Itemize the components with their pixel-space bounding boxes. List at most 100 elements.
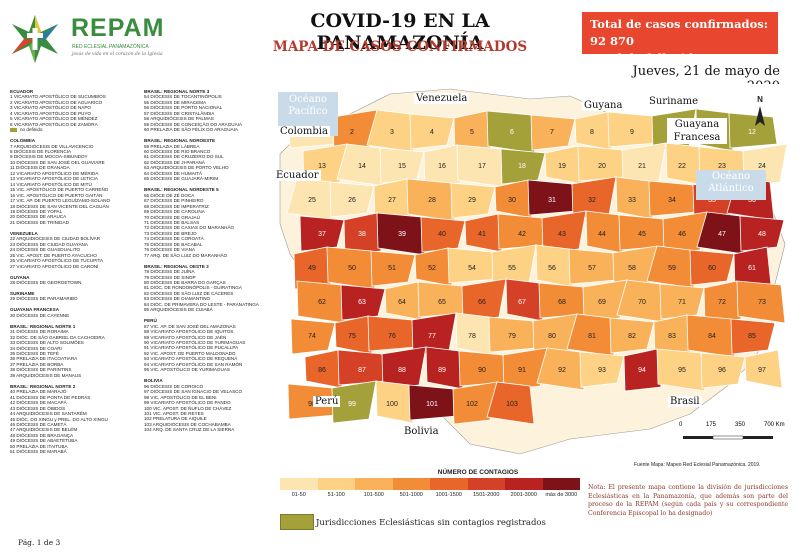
jurisdiction-number-label: 59 xyxy=(668,265,676,272)
legend-text: 73 DIÓCESIS DE BREJO xyxy=(144,230,197,236)
legend-jurisdiction-item: 43 DIÓCESIS DE ÓBIDOS xyxy=(10,406,142,411)
jurisdiction-number-label: 34 xyxy=(668,197,676,204)
legend-text: 1 VICARIATO APOSTÓLICO DE SUCUMBÍOS xyxy=(10,94,106,100)
legend-jurisdiction-item: 49 DIÓCESIS DE ABAETETUBA xyxy=(10,438,142,443)
legend-text: 24 DIÓCESIS DE GUASDUALITO xyxy=(10,247,81,253)
legend-text: 9 DIÓCESIS DE MOCOA-SIBUNDOY xyxy=(10,154,88,160)
legend-text: 2 VICARIATO APOSTÓLICO DE AGUARICO xyxy=(10,99,103,105)
legend-text: 7 ARQUIDIÓCESIS DE VILLAVICENCIO xyxy=(10,143,94,149)
legend-text: 74 DIÓCESIS DE COROATÁ xyxy=(144,236,204,242)
legend-text: 102 PRELATURA DE AIQUILE xyxy=(144,416,207,422)
jurisdiction-region xyxy=(420,216,466,253)
legend-text: 12 VICARIATO APOSTÓLICO DE MÉRIDA xyxy=(10,170,99,176)
jurisdiction-number-label: 79 xyxy=(508,333,516,340)
jurisdiction-number-label: 37 xyxy=(318,231,326,238)
label-colombia: Colombia xyxy=(278,126,330,137)
jurisdiction-number-label: 102 xyxy=(466,401,478,408)
jurisdiction-region xyxy=(689,249,735,286)
legend-text: 89 VICARIATO APOSTÓLICO DE JAÉN xyxy=(144,334,227,340)
legend-text: 92 VIC. APOST. DE PUERTO MALDONADO xyxy=(144,350,236,356)
scale-bin-label: 501-1000 xyxy=(399,492,423,498)
legend-jurisdiction-item: 78 DIÓCESIS DE JUÍNA xyxy=(144,269,272,274)
legend-text: 19 DIÓCESIS DE YOPAL xyxy=(10,209,63,215)
legend-text: BRASIL: REGIONAL NORDESTE 5 xyxy=(144,187,219,193)
contagion-scale-title: NÚMERO DE CONTAGIOS xyxy=(437,469,519,476)
jurisdiction-region xyxy=(582,279,628,323)
scale-bar xyxy=(683,435,773,440)
legend-jurisdiction-item: 26 VICARIATO APOSTÓLICO DE TUCUPITA xyxy=(10,258,142,263)
jurisdiction-region xyxy=(530,114,576,151)
legend-jurisdiction-item: 12 VICARIATO APOSTÓLICO DE MÉRIDA xyxy=(10,171,142,176)
jurisdiction-number-label: 54 xyxy=(468,265,476,272)
legend-jurisdiction-item: 74 DIÓCESIS DE COROATÁ xyxy=(144,236,272,241)
total-confirmed: Total de casos confirmados: 92 870 xyxy=(590,17,768,48)
legend-jurisdiction-item: 1 VICARIATO APOSTÓLICO DE SUCUMBÍOS xyxy=(10,94,142,99)
scale-bin: más de 3000 xyxy=(542,478,580,498)
jurisdiction-number-label: 58 xyxy=(628,265,636,272)
jurisdiction-number-label: 33 xyxy=(628,197,636,204)
jurisdiction-number-label: 19 xyxy=(558,163,566,170)
legend-text: 72 DIÓCESIS DE CAXIAS DO MARANHÃO xyxy=(144,225,235,231)
legend-jurisdiction-item: 23 DIÓCESIS DE CIUDAD GUAYANA xyxy=(10,242,142,247)
jurisdiction-number-label: 69 xyxy=(598,299,606,306)
jurisdiction-number-label: 18 xyxy=(518,163,526,170)
legend-jurisdiction-item: 94 VICARIATO APOSTÓLICO DE SAN RAMÓN xyxy=(144,362,272,367)
legend-jurisdiction-item: 60 PRELAZIA DE SÃO FÉLIX DO ARAGUAIA xyxy=(144,127,272,132)
legend-text: 45 DIÓC. DO XINGU y PREL. DO ALTO XINGU xyxy=(10,416,108,422)
legend-jurisdiction-item: 15 VIC. APOSTÓLICO DE PUERTO CARREÑO xyxy=(10,187,142,192)
total-deaths: Total de fallecidos: 5346 xyxy=(590,51,748,65)
legend-jurisdiction-item: 104 ARQ. DE SANTA CRUZ DE LA SIERRA xyxy=(144,427,272,432)
legend-jurisdiction-item: 48 DIÓCESIS DE BRAGANÇA xyxy=(10,433,142,438)
jurisdiction-number-label: 73 xyxy=(758,299,766,306)
legend-text: 36 PRELAZIA DE ITACOATIARA xyxy=(10,356,78,362)
jurisdiction-number-label: 4 xyxy=(430,129,434,136)
legend-jurisdiction-item: 71 DIÓCESIS DE BALSAS xyxy=(144,220,272,225)
legend-gap xyxy=(10,285,142,290)
legend-jurisdiction-item: 84 DIÓC. DE PRIMAVERA DO LESTE - PARANAT… xyxy=(144,302,272,307)
legend-gap xyxy=(144,182,272,187)
legend-text: 94 VICARIATO APOSTÓLICO DE SAN RAMÓN xyxy=(144,361,243,367)
legend-country-heading: GUAYANA FRANCESA xyxy=(10,307,142,312)
jurisdiction-number-label: 74 xyxy=(308,333,316,340)
jurisdiction-number-label: 81 xyxy=(588,333,596,340)
legend-gap xyxy=(10,269,142,274)
legend-jurisdiction-item: 36 PRELAZIA DE ITACOATIARA xyxy=(10,356,142,361)
legend-text: 33 DIÓCESIS DE ALTO SOLIMÕES xyxy=(10,340,84,346)
legend-jurisdiction-item: 44 ARQUIDIÓCESIS DE SANTARÉM xyxy=(10,411,142,416)
legend-text: 27 VICARIATO APOSTÓLICO DE CARONÍ xyxy=(10,263,99,269)
brand-name: REPAM xyxy=(71,14,165,42)
jurisdiction-number-label: 61 xyxy=(748,265,756,272)
jurisdiction-region xyxy=(502,347,548,391)
legend-jurisdiction-item: 90 VICARIATO APOSTÓLICO DE YURIMAGUAS xyxy=(144,340,272,345)
scale-bin-label: 01-50 xyxy=(291,492,306,498)
legend-text: 85 ARQUIDIÓCESIS DE CUIABÁ xyxy=(144,307,213,313)
legend-text: 44 ARQUIDIÓCESIS DE SANTARÉM xyxy=(10,411,87,417)
page-number: Pág. 1 de 3 xyxy=(18,538,61,547)
legend-text: GUYANA xyxy=(10,274,30,280)
scale-bin: 1001-1500 xyxy=(430,478,468,498)
legend-country-heading: COLOMBIA xyxy=(10,138,142,143)
panamazonia-map: 1234567891011121314151617181920212223242… xyxy=(270,84,790,472)
jurisdiction-number-label: 28 xyxy=(428,197,436,204)
jurisdiction-number-label: 90 xyxy=(478,367,486,374)
legend-text: 30 DIÓCESIS DE CAYENNE xyxy=(10,312,70,318)
legend-text: 88 VICARIATO APOSTÓLICO DE IQUITOS xyxy=(144,329,234,335)
legend-jurisdiction-item: 5 VICARIATO APOSTÓLICO DE MÉNDEZ xyxy=(10,116,142,121)
legend-text: 104 ARQ. DE SANTA CRUZ DE LA SIERRA xyxy=(144,427,235,433)
jurisdiction-number-label: 35 xyxy=(708,197,716,204)
brand-tagline: jesús de vida en el corazón de la Iglesi… xyxy=(72,52,163,57)
jurisdiction-number-label: 26 xyxy=(348,197,356,204)
jurisdiction-region xyxy=(656,348,706,392)
jurisdiction-number-label: 84 xyxy=(708,333,716,340)
jurisdiction-number-label: 7 xyxy=(550,129,554,136)
legend-text: 28 DIÓCESIS DE GEORGETOWN xyxy=(10,280,82,285)
jurisdiction-region xyxy=(730,318,776,355)
jurisdiction-number-label: 66 xyxy=(478,299,486,306)
legend-jurisdiction-item: 55 DIÓCESIS DE MIRACEMA xyxy=(144,100,272,105)
legend-jurisdiction-item: 88 VICARIATO APOSTÓLICO DE IQUITOS xyxy=(144,329,272,334)
legend-text: SURINAME xyxy=(10,290,35,296)
legend-text: 65 DIÓCESIS DE GUAJARÁ-MIRIM xyxy=(144,176,219,182)
legend-text: 23 DIÓCESIS DE CIUDAD GUAYANA xyxy=(10,241,88,247)
scale-bin-label: 1001-1500 xyxy=(435,492,462,498)
jurisdiction-region xyxy=(329,181,375,218)
